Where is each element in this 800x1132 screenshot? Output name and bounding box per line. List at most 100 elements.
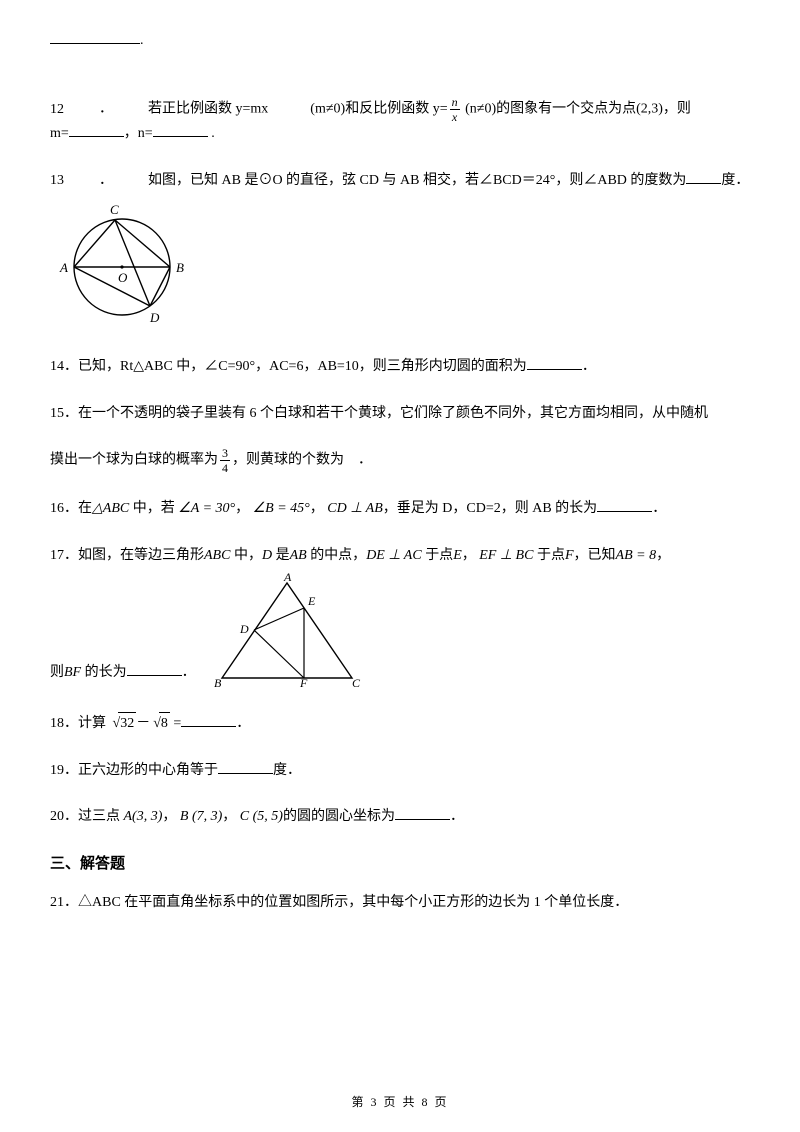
- radicand: 8: [159, 712, 170, 735]
- text: ．在: [64, 501, 92, 516]
- period: ．: [182, 665, 196, 680]
- text: ．已知，Rt△ABC 中，∠C=90°，AC=6，AB=10，则三角形内切圆的面…: [64, 359, 527, 374]
- fraction: nx: [450, 96, 460, 123]
- comma: ，: [222, 809, 236, 824]
- fill-blank: [527, 359, 582, 371]
- label-C: C: [110, 202, 119, 217]
- fill-blank: [153, 126, 208, 138]
- period: ．: [358, 453, 372, 468]
- question-number: 18: [50, 713, 64, 735]
- text: 中，: [230, 548, 262, 563]
- text: ，则黄球的个数为: [232, 453, 344, 468]
- question-number: 13: [50, 170, 64, 192]
- question-21: 21．△ABC 在平面直角坐标系中的位置如图所示，其中每个小正方形的边长为 1 …: [50, 892, 750, 914]
- question-17: 17．如图，在等边三角形ABC 中，D 是AB 的中点，DE ⊥ AC 于点E，…: [50, 545, 750, 688]
- text: ．计算: [64, 716, 110, 731]
- text: (n≠0)的图象有一个交点为点(2,3)，则: [462, 102, 691, 117]
- label-C: C: [352, 676, 361, 688]
- text: 的圆的圆心坐标为: [283, 809, 395, 824]
- fill-blank: [686, 172, 721, 184]
- section-heading: 三、解答题: [50, 852, 750, 876]
- comma: ，: [162, 809, 176, 824]
- label-D: D: [149, 310, 160, 325]
- fill-blank: [181, 716, 236, 728]
- text: 度．: [273, 763, 301, 778]
- text: 摸出一个球为白球的概率为: [50, 453, 218, 468]
- math: E: [453, 548, 462, 563]
- math: BF: [64, 665, 81, 680]
- question-13: 13 ． 如图，已知 AB 是⊙O 的直径，弦 CD 与 AB 相交，若∠BCD…: [50, 170, 750, 332]
- math: C (5, 5): [240, 809, 283, 824]
- math: △ABC: [92, 501, 129, 516]
- label-B: B: [214, 676, 222, 688]
- text: ．在一个不透明的袋子里装有 6 个白球和若干个黄球，它们除了颜色不同外，其它方面…: [64, 406, 708, 421]
- question-number: 14: [50, 356, 64, 378]
- text: 的长为: [81, 665, 127, 680]
- text: 中，若: [129, 501, 175, 516]
- text: (m≠0)和反比例函数 y=: [310, 102, 447, 117]
- math: B (7, 3): [180, 809, 222, 824]
- math: ABC: [204, 548, 230, 563]
- text: 于点: [533, 548, 565, 563]
- page-footer: 第 3 页 共 8 页: [0, 1093, 800, 1112]
- question-number: 16: [50, 498, 64, 520]
- text: ．过三点: [64, 809, 120, 824]
- math: A(3, 3): [124, 809, 163, 824]
- period: ．: [236, 716, 250, 731]
- math: AB = 8: [616, 548, 657, 563]
- math: ∠A = 30°: [178, 501, 235, 516]
- denominator: x: [450, 110, 460, 123]
- label-F: F: [299, 676, 308, 688]
- comma: ，: [462, 548, 476, 563]
- text: ．正六边形的中心角等于: [64, 763, 218, 778]
- question-12: 12 ． 若正比例函数 y=mx (m≠0)和反比例函数 y=nx (n≠0)的…: [50, 96, 750, 145]
- comma: ，: [235, 501, 249, 516]
- question-14: 14．已知，Rt△ABC 中，∠C=90°，AC=6，AB=10，则三角形内切圆…: [50, 356, 750, 378]
- math: DE ⊥ AC: [366, 548, 422, 563]
- text: 是: [272, 548, 290, 563]
- question-number: 21: [50, 892, 64, 914]
- text: .: [208, 126, 215, 141]
- fill-blank: [127, 664, 182, 676]
- question-15: 15．在一个不透明的袋子里装有 6 个白球和若干个黄球，它们除了颜色不同外，其它…: [50, 403, 750, 475]
- triangle-diagram: A B C D E F: [202, 573, 372, 688]
- question-20: 20．过三点 A(3, 3)， B (7, 3)， C (5, 5)的圆的圆心坐…: [50, 806, 750, 828]
- text: 的中点，: [307, 548, 367, 563]
- text: 度．: [721, 173, 749, 188]
- label-D: D: [239, 622, 249, 636]
- period: ．: [582, 359, 596, 374]
- question-11-remnant: .: [50, 30, 750, 52]
- math: D: [262, 548, 272, 563]
- question-19: 19．正六边形的中心角等于度．: [50, 760, 750, 782]
- text: 若正比例函数 y=mx: [148, 102, 268, 117]
- numerator: 3: [220, 447, 230, 461]
- period: ．: [652, 501, 666, 516]
- dot: ．: [99, 102, 113, 117]
- question-number: 15: [50, 403, 64, 425]
- fill-blank: [597, 501, 652, 513]
- question-16: 16．在△ABC 中，若 ∠A = 30°， ∠B = 45°， CD ⊥ AB…: [50, 498, 750, 520]
- fill-blank: [69, 126, 124, 138]
- denominator: 4: [220, 461, 230, 474]
- text: ，n=: [124, 126, 153, 141]
- minus: －: [136, 716, 150, 731]
- fill-blank: [50, 33, 140, 45]
- math: EF ⊥ BC: [479, 548, 533, 563]
- text: ．△ABC 在平面直角坐标系中的位置如图所示，其中每个小正方形的边长为 1 个单…: [64, 895, 628, 910]
- text: ，垂足为 D，CD=2，则 AB 的长为: [383, 501, 597, 516]
- math: CD ⊥ AB: [327, 501, 383, 516]
- sqrt: 32: [110, 712, 137, 735]
- text: 则: [50, 665, 64, 680]
- label-E: E: [307, 594, 316, 608]
- text: ．如图，在等边三角形: [64, 548, 204, 563]
- label-O: O: [118, 270, 128, 285]
- comma: ，: [656, 548, 670, 563]
- question-number: 12: [50, 99, 64, 121]
- math: AB: [290, 548, 307, 563]
- question-number: 17: [50, 545, 64, 567]
- dot: ．: [99, 173, 113, 188]
- label-A: A: [283, 573, 292, 584]
- radicand: 32: [118, 712, 136, 735]
- fraction: 34: [220, 447, 230, 474]
- comma: ，: [310, 501, 324, 516]
